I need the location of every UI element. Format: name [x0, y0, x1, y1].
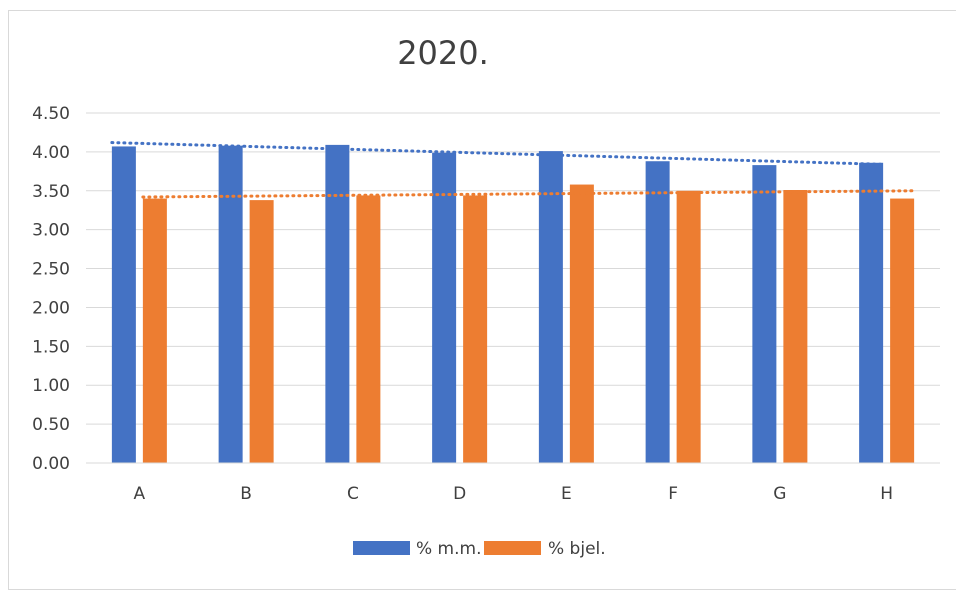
legend-label-mm: % m.m. [416, 539, 482, 559]
legend: % m.m. % bjel. [353, 539, 606, 559]
trendlines [110, 141, 916, 199]
bar-mm-f [645, 161, 670, 463]
x-tick-label: G [773, 484, 786, 504]
x-tick-label: H [880, 484, 893, 504]
bar-bjel-f [676, 190, 701, 463]
y-tick-label: 0.50 [32, 415, 70, 435]
y-tick-label: 0.00 [32, 454, 70, 474]
x-tick-label: F [668, 484, 678, 504]
bar-bjel-b [249, 200, 274, 463]
y-tick-label: 2.50 [32, 260, 70, 280]
legend-label-bjel: % bjel. [548, 539, 606, 559]
legend-swatch-bjel [484, 541, 541, 555]
trendline-bjel [141, 189, 916, 199]
x-tick-label: C [347, 484, 359, 504]
x-tick-label: B [240, 484, 252, 504]
x-tick-label: A [134, 484, 146, 504]
bars [111, 144, 915, 464]
x-axis-tick-labels: A B C D E F G H [134, 484, 893, 504]
gridlines [86, 112, 940, 425]
bar-mm-g [752, 165, 777, 463]
bar-mm-d [432, 152, 457, 463]
y-tick-label: 4.00 [32, 143, 70, 163]
x-tick-label: D [453, 484, 466, 504]
bar-mm-e [538, 151, 563, 463]
y-tick-label: 1.00 [32, 376, 70, 396]
bar-mm-h [859, 162, 884, 463]
bar-bjel-a [142, 198, 167, 464]
y-tick-label: 2.00 [32, 298, 70, 318]
y-axis-tick-labels: 0.00 0.50 1.00 1.50 2.00 2.50 3.00 3.50 4.00 4.50 [32, 104, 70, 474]
y-tick-label: 3.50 [32, 182, 70, 202]
legend-swatch-mm [353, 541, 410, 555]
trendline-mm [110, 141, 885, 166]
bar-mm-c [325, 144, 350, 463]
bar-mm-a [111, 146, 136, 463]
bar-bjel-e [569, 184, 594, 464]
chart-title: 2020. [397, 34, 489, 72]
y-tick-label: 1.50 [32, 337, 70, 357]
x-tick-label: E [561, 484, 572, 504]
bar-bjel-d [463, 195, 488, 463]
y-tick-label: 4.50 [32, 104, 70, 124]
bar-bjel-h [890, 198, 915, 464]
bar-mm-b [218, 145, 243, 463]
bar-bjel-c [356, 195, 381, 463]
y-tick-label: 3.00 [32, 221, 70, 241]
bar-bjel-g [783, 190, 808, 463]
